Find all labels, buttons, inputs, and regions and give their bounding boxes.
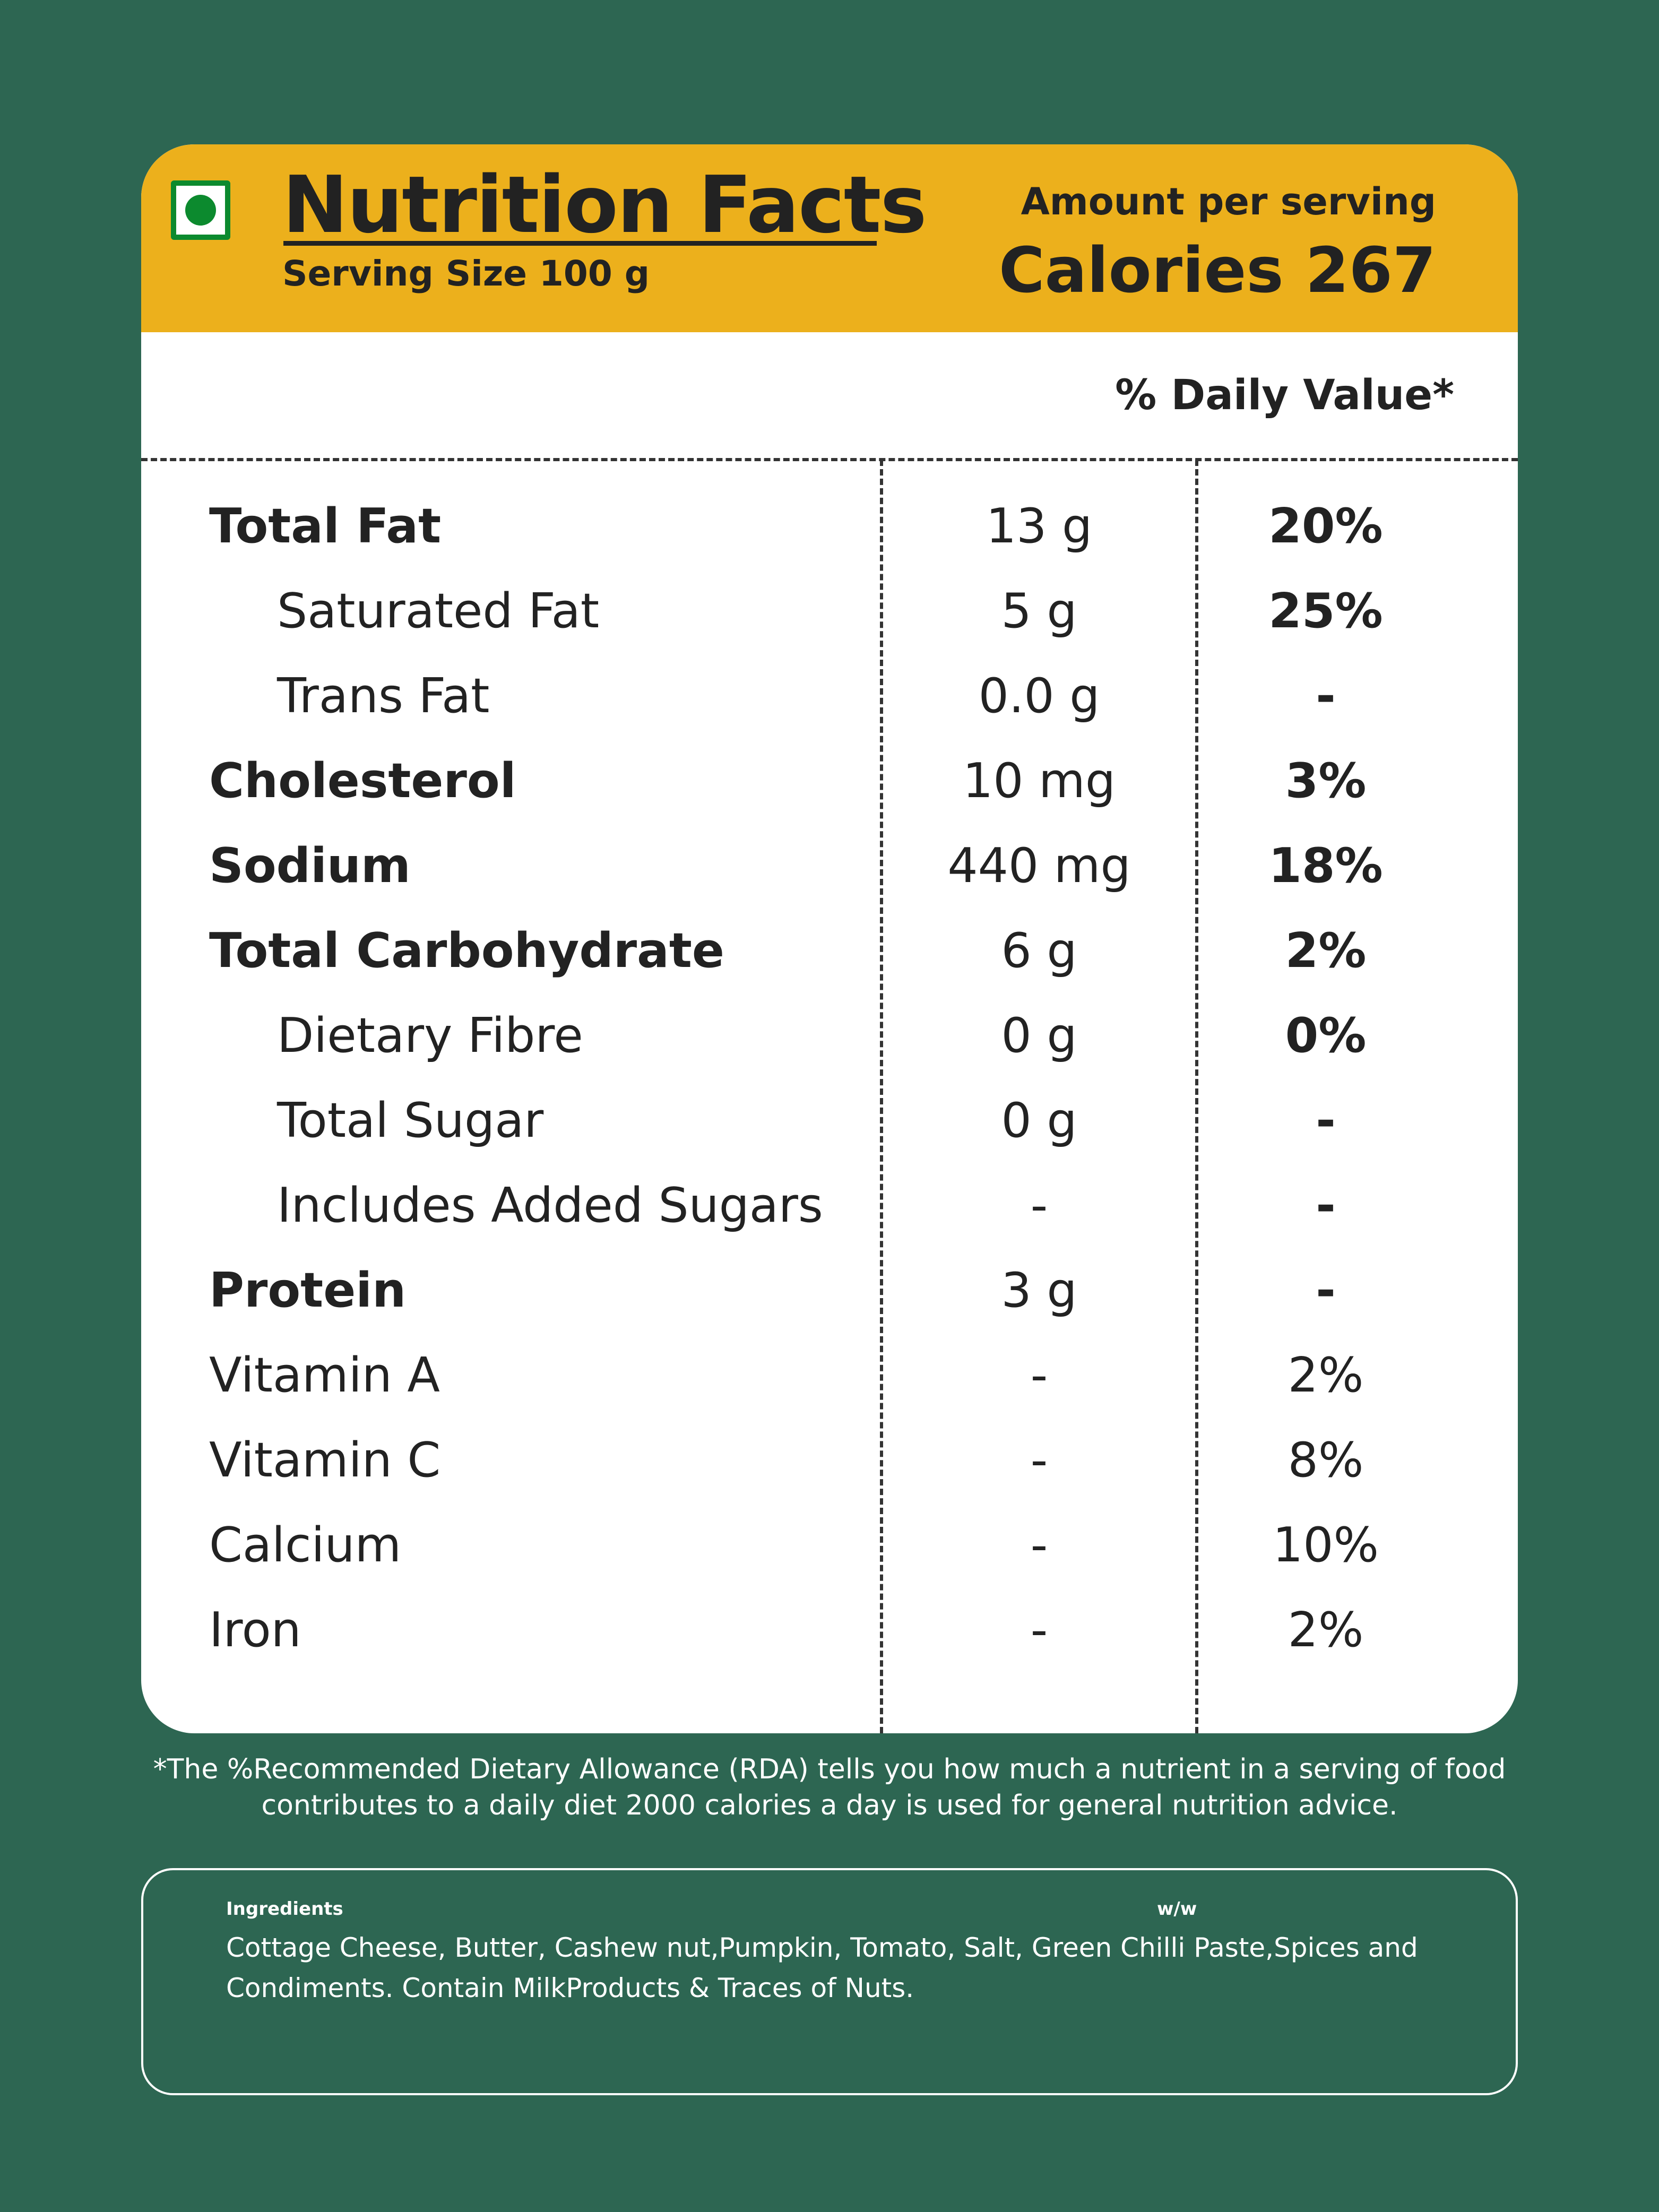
table-row: Protein 3 g -	[141, 1248, 1518, 1333]
nutrition-facts-card: Nutrition Facts Serving Size 100 g Amoun…	[141, 144, 1518, 1733]
nutrient-name: Cholesterol	[209, 753, 516, 809]
nutrient-name: Total Sugar	[277, 1093, 544, 1148]
calories-value: Calories 267	[998, 234, 1436, 307]
weight-by-weight-label: w/w	[1157, 1898, 1197, 1920]
nutrient-daily-value: 2%	[1288, 1602, 1364, 1658]
footnote-line: contributes to a daily diet 2000 calorie…	[261, 1790, 1398, 1821]
nutrient-amount: 0 g	[1001, 1093, 1077, 1148]
nutrient-daily-value: 2%	[1285, 923, 1367, 979]
vegetarian-mark-icon	[171, 180, 230, 240]
nutrient-amount: 0 g	[1001, 1008, 1077, 1064]
nutrient-daily-value: 2%	[1288, 1347, 1364, 1403]
nutrient-name: Dietary Fibre	[277, 1008, 583, 1064]
vegetarian-dot	[185, 195, 216, 226]
nutrient-amount: -	[1030, 1432, 1048, 1488]
nutrient-name: Saturated Fat	[277, 583, 600, 639]
table-row: Includes Added Sugars - -	[141, 1163, 1518, 1248]
nutrient-amount: -	[1030, 1517, 1048, 1573]
table-row: Iron - 2%	[141, 1588, 1518, 1673]
ingredients-label: Ingredients	[226, 1898, 343, 1920]
nutrient-daily-value: 20%	[1268, 498, 1383, 554]
nutrition-header: Nutrition Facts Serving Size 100 g Amoun…	[141, 144, 1518, 332]
table-row: Calcium - 10%	[141, 1503, 1518, 1588]
nutrient-daily-value: 10%	[1272, 1517, 1379, 1573]
table-divider-vertical-2	[1195, 460, 1198, 1733]
daily-value-header: % Daily Value*	[1115, 371, 1454, 419]
ingredients-line: Cottage Cheese, Butter, Cashew nut,Pumpk…	[226, 1932, 1418, 1963]
nutrient-amount: 5 g	[1001, 583, 1077, 639]
nutrient-daily-value: -	[1316, 1263, 1336, 1318]
nutrient-name: Vitamin C	[209, 1432, 441, 1488]
table-divider-vertical-1	[880, 460, 883, 1733]
amount-per-serving-label: Amount per serving	[1021, 180, 1436, 223]
nutrient-name: Total Carbohydrate	[209, 923, 724, 979]
serving-size: Serving Size 100 g	[282, 253, 650, 294]
table-row: Total Fat 13 g 20%	[141, 484, 1518, 569]
page-title: Nutrition Facts	[282, 159, 927, 250]
table-row: Saturated Fat 5 g 25%	[141, 569, 1518, 654]
table-row: Total Sugar 0 g -	[141, 1078, 1518, 1163]
ingredients-line: Condiments. Contain MilkProducts & Trace…	[226, 1973, 914, 2003]
nutrient-daily-value: 0%	[1285, 1008, 1367, 1064]
nutrient-amount: 3 g	[1001, 1263, 1077, 1318]
nutrient-daily-value: -	[1316, 1093, 1336, 1148]
nutrient-name: Calcium	[209, 1517, 402, 1573]
nutrient-name: Vitamin A	[209, 1347, 440, 1403]
table-row: Dietary Fibre 0 g 0%	[141, 993, 1518, 1078]
rda-footnote: *The %Recommended Dietary Allowance (RDA…	[106, 1751, 1553, 1824]
nutrient-amount: 440 mg	[947, 838, 1131, 894]
nutrient-amount: 13 g	[986, 498, 1093, 554]
table-divider-horizontal	[141, 458, 1518, 461]
table-row: Trans Fat 0.0 g -	[141, 654, 1518, 739]
nutrient-daily-value: -	[1316, 668, 1336, 724]
nutrient-daily-value: -	[1316, 1178, 1336, 1233]
nutrient-daily-value: 25%	[1268, 583, 1383, 639]
nutrient-daily-value: 3%	[1285, 753, 1367, 809]
table-row: Total Carbohydrate 6 g 2%	[141, 909, 1518, 993]
table-row: Sodium 440 mg 18%	[141, 824, 1518, 909]
nutrient-name: Trans Fat	[277, 668, 490, 724]
table-row: Vitamin A - 2%	[141, 1333, 1518, 1418]
nutrient-name: Iron	[209, 1602, 301, 1658]
ingredients-box: Ingredients w/w Cottage Cheese, Butter, …	[141, 1868, 1518, 2095]
nutrient-amount: -	[1030, 1347, 1048, 1403]
nutrient-amount: 0.0 g	[978, 668, 1100, 724]
table-row: Cholesterol 10 mg 3%	[141, 739, 1518, 824]
footnote-line: *The %Recommended Dietary Allowance (RDA…	[153, 1753, 1506, 1785]
title-underline	[283, 241, 877, 246]
nutrient-name: Sodium	[209, 838, 411, 894]
ingredients-text: Cottage Cheese, Butter, Cashew nut,Pumpk…	[226, 1928, 1447, 2008]
nutrient-daily-value: 8%	[1288, 1432, 1364, 1488]
nutrient-name: Total Fat	[209, 498, 442, 554]
nutrient-daily-value: 18%	[1268, 838, 1383, 894]
nutrient-name: Protein	[209, 1263, 407, 1318]
nutrient-amount: 6 g	[1001, 923, 1077, 979]
nutrient-amount: -	[1030, 1178, 1048, 1233]
nutrient-name: Includes Added Sugars	[277, 1178, 823, 1233]
nutrient-amount: -	[1030, 1602, 1048, 1658]
nutrient-amount: 10 mg	[963, 753, 1116, 809]
table-row: Vitamin C - 8%	[141, 1418, 1518, 1503]
